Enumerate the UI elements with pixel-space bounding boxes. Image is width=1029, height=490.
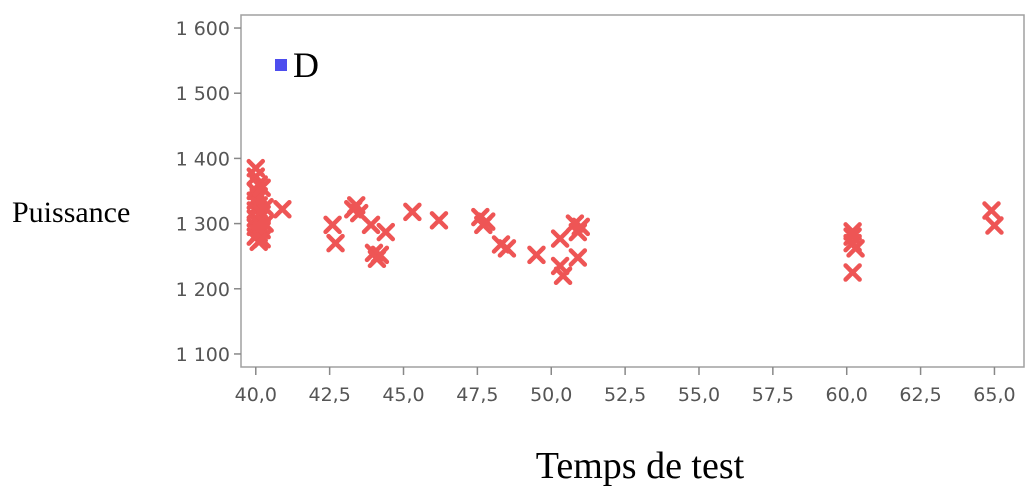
x-axis: 40,0 42,5 45,0 47,5 50,0 52,5 55,0 57,5 60,0 62,5…	[235, 367, 1016, 406]
data-point	[550, 229, 570, 248]
data-point	[255, 198, 274, 217]
x-tick-label: 55,0	[678, 384, 720, 406]
x-tick-label: 57,5	[752, 384, 794, 406]
data-point	[568, 248, 588, 267]
x-tick-label: 40,0	[235, 384, 277, 406]
data-point	[273, 200, 292, 219]
x-axis-title: Temps de test	[536, 445, 745, 487]
data-point	[403, 202, 422, 222]
data-point	[323, 215, 342, 235]
data-point	[843, 227, 862, 246]
y-tick-label: 1 500	[176, 83, 230, 105]
x-tick-label: 65,0	[973, 384, 1015, 406]
data-point	[553, 266, 573, 285]
y-tick-label: 1 100	[176, 344, 230, 366]
data-point	[843, 263, 862, 282]
legend: D	[275, 45, 319, 85]
data-point	[252, 178, 271, 197]
x-tick-label: 62,5	[899, 384, 941, 406]
y-axis: 1 100 1 200 1 300 1 400 1 500 1 600	[176, 18, 241, 366]
legend-label-d: D	[293, 45, 319, 85]
x-tick-label: 45,0	[382, 384, 424, 406]
data-point	[361, 215, 381, 235]
data-point	[346, 196, 366, 215]
x-tick-label: 47,5	[456, 384, 498, 406]
data-point	[429, 211, 449, 230]
legend-swatch	[275, 59, 287, 71]
y-tick-label: 1 200	[176, 279, 230, 301]
y-tick-label: 1 300	[176, 214, 230, 236]
data-point	[476, 212, 496, 231]
data-point	[571, 217, 591, 237]
data-point	[982, 201, 1001, 220]
data-point	[527, 245, 546, 265]
data-point	[497, 239, 517, 258]
data-point	[370, 245, 390, 265]
x-tick-label: 42,5	[308, 384, 350, 406]
y-tick-label: 1 400	[176, 148, 230, 170]
x-tick-label: 52,5	[604, 384, 646, 406]
data-point	[376, 222, 396, 242]
data-point	[985, 216, 1004, 235]
data-point	[249, 232, 268, 252]
plot-area	[240, 14, 1025, 368]
y-tick-label: 1 600	[176, 18, 230, 40]
data-point	[255, 214, 274, 233]
y-axis-title: Puissance	[12, 196, 130, 229]
data-point	[326, 233, 345, 253]
x-tick-label: 50,0	[530, 384, 572, 406]
data-points	[246, 158, 1004, 285]
x-tick-label: 60,0	[826, 384, 868, 406]
